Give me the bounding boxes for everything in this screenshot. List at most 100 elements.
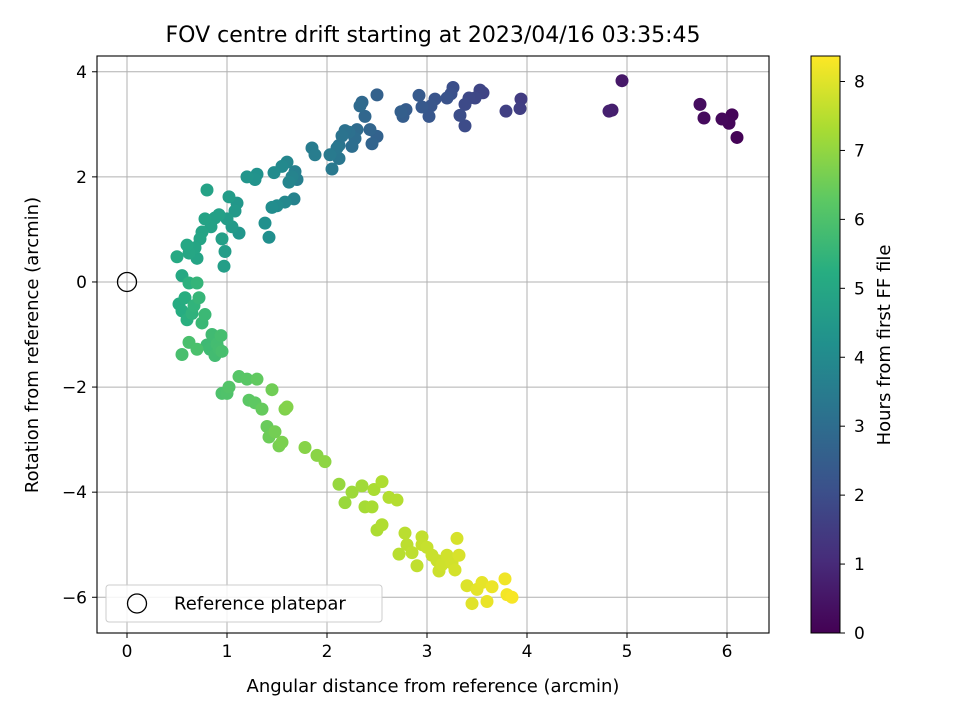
colorbar-tick-label: 2 xyxy=(854,486,865,506)
data-point xyxy=(217,259,231,273)
x-tick-label: 5 xyxy=(622,642,633,662)
plot-frame xyxy=(96,55,770,634)
data-point xyxy=(412,88,426,102)
data-point xyxy=(460,579,474,593)
data-point xyxy=(367,483,381,497)
y-tick-label: −2 xyxy=(62,378,87,398)
data-point xyxy=(258,216,272,230)
data-point xyxy=(268,425,282,439)
data-point xyxy=(215,232,229,246)
reference-platepar-marker xyxy=(116,271,138,293)
data-point xyxy=(308,148,322,162)
data-point xyxy=(505,590,519,604)
colorbar-tick-label: 0 xyxy=(854,624,865,644)
data-point xyxy=(498,572,512,586)
data-point xyxy=(218,244,232,258)
data-point xyxy=(358,109,372,123)
chart-title: FOV centre drift starting at 2023/04/16 … xyxy=(166,23,701,48)
data-point xyxy=(398,526,412,540)
x-tick-label: 0 xyxy=(122,642,133,662)
y-tick-label: 4 xyxy=(76,63,87,83)
data-point xyxy=(175,347,189,361)
data-point xyxy=(298,440,312,454)
data-point xyxy=(190,342,204,356)
data-point xyxy=(465,597,479,611)
x-tick-label: 4 xyxy=(522,642,533,662)
x-tick-label: 2 xyxy=(322,642,333,662)
colorbar-tick-label: 8 xyxy=(854,73,865,93)
data-point xyxy=(222,190,236,204)
data-point xyxy=(730,130,744,144)
data-point xyxy=(602,104,616,118)
y-tick-label: −6 xyxy=(62,588,87,608)
legend: Reference platepar xyxy=(105,584,383,623)
colorbar-ticks: 0 1 2 3 4 5 6 7 8 xyxy=(840,73,865,644)
data-point xyxy=(345,485,359,499)
legend-box xyxy=(105,584,383,623)
data-point xyxy=(198,212,212,226)
data-point xyxy=(365,500,379,514)
data-point xyxy=(715,112,729,126)
x-tick-label: 1 xyxy=(222,642,233,662)
data-point xyxy=(280,400,294,414)
data-point xyxy=(265,200,279,214)
data-point xyxy=(499,104,513,118)
x-axis-label: Angular distance from reference (arcmin) xyxy=(247,676,620,697)
data-point xyxy=(448,563,462,577)
y-tick-label: 0 xyxy=(76,273,87,293)
x-tick-label: 6 xyxy=(722,642,733,662)
data-point xyxy=(422,109,436,123)
colorbar-label: Hours from first FF file xyxy=(874,245,895,446)
data-point xyxy=(415,100,429,114)
data-point xyxy=(170,250,184,264)
y-tick-label: 2 xyxy=(76,168,87,188)
data-point xyxy=(615,74,629,88)
data-point xyxy=(410,559,424,573)
data-point xyxy=(485,580,499,594)
data-point xyxy=(228,204,242,218)
colorbar-tick-label: 6 xyxy=(854,210,865,230)
colorbar-tick-label: 7 xyxy=(854,141,865,161)
colorbar-tick-label: 4 xyxy=(854,348,865,368)
y-tick-label: −4 xyxy=(62,483,87,503)
data-point xyxy=(200,183,214,197)
x-tick-label: 3 xyxy=(422,642,433,662)
colorbar-tick-label: 1 xyxy=(854,555,865,575)
data-point xyxy=(222,380,236,394)
data-point xyxy=(450,531,464,545)
data-point xyxy=(265,383,279,397)
data-point xyxy=(345,139,359,153)
data-point xyxy=(215,344,229,358)
data-point xyxy=(323,148,337,162)
data-point xyxy=(458,97,472,111)
data-point xyxy=(180,238,194,252)
data-point xyxy=(394,105,408,119)
data-point xyxy=(458,119,472,133)
y-axis-ticks: −6 −4 −2 0 2 4 xyxy=(62,63,97,608)
legend-marker xyxy=(126,593,148,614)
data-point xyxy=(453,108,467,122)
data-point xyxy=(514,92,528,106)
data-point xyxy=(513,102,527,116)
data-points xyxy=(170,74,744,611)
data-point xyxy=(178,291,192,305)
colorbar: 0 1 2 3 4 5 6 7 8 Hours from first FF file xyxy=(810,55,895,644)
data-point xyxy=(250,372,264,386)
x-axis-ticks: 0 1 2 3 4 5 6 xyxy=(122,633,733,662)
data-point xyxy=(240,170,254,184)
data-point xyxy=(405,546,419,560)
data-point xyxy=(440,91,454,105)
data-point xyxy=(282,175,296,189)
data-point xyxy=(370,88,384,102)
data-point xyxy=(255,402,269,416)
data-point xyxy=(390,493,404,507)
data-point xyxy=(353,99,367,113)
data-point xyxy=(392,547,406,561)
data-point xyxy=(262,230,276,244)
data-point xyxy=(190,276,204,290)
data-point xyxy=(693,97,707,111)
data-point xyxy=(267,166,281,180)
data-point xyxy=(240,372,254,386)
data-point xyxy=(325,162,339,176)
data-point xyxy=(363,123,377,137)
